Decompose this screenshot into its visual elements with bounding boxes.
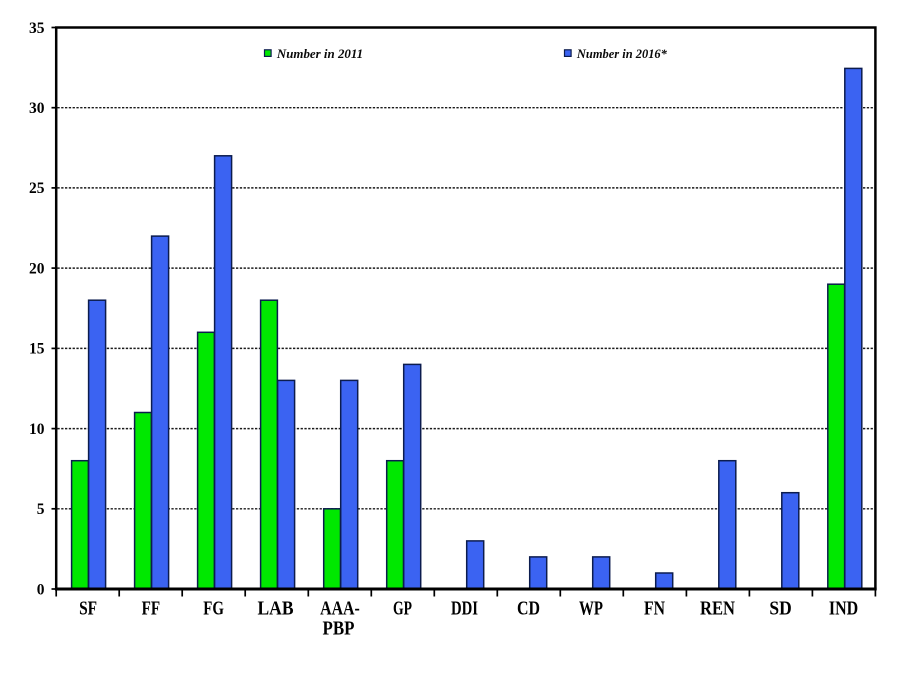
svg-text:SD: SD (769, 598, 791, 620)
svg-text:35: 35 (29, 20, 45, 37)
svg-text:FG: FG (203, 598, 224, 620)
svg-text:FF: FF (142, 598, 161, 620)
svg-text:WP: WP (579, 598, 603, 620)
svg-text:LAB: LAB (258, 598, 294, 620)
svg-text:SF: SF (79, 598, 97, 620)
svg-text:5: 5 (37, 501, 45, 518)
svg-text:REN: REN (700, 598, 735, 620)
svg-text:25: 25 (29, 180, 45, 197)
svg-text:10: 10 (29, 421, 45, 438)
svg-text:Number in 2011: Number in 2011 (276, 46, 363, 61)
svg-text:15: 15 (29, 341, 45, 358)
svg-text:GP: GP (393, 598, 412, 620)
svg-text:DDI: DDI (451, 598, 478, 620)
svg-text:0: 0 (37, 581, 45, 598)
svg-text:20: 20 (29, 260, 45, 277)
svg-text:FN: FN (644, 598, 665, 620)
svg-text:30: 30 (29, 100, 45, 117)
svg-text:Number in 2016*: Number in 2016* (576, 46, 667, 61)
svg-text:AAA-: AAA- (320, 598, 360, 620)
svg-text:IND: IND (829, 598, 858, 620)
svg-text:CD: CD (517, 598, 540, 620)
svg-text:PBP: PBP (323, 618, 355, 640)
